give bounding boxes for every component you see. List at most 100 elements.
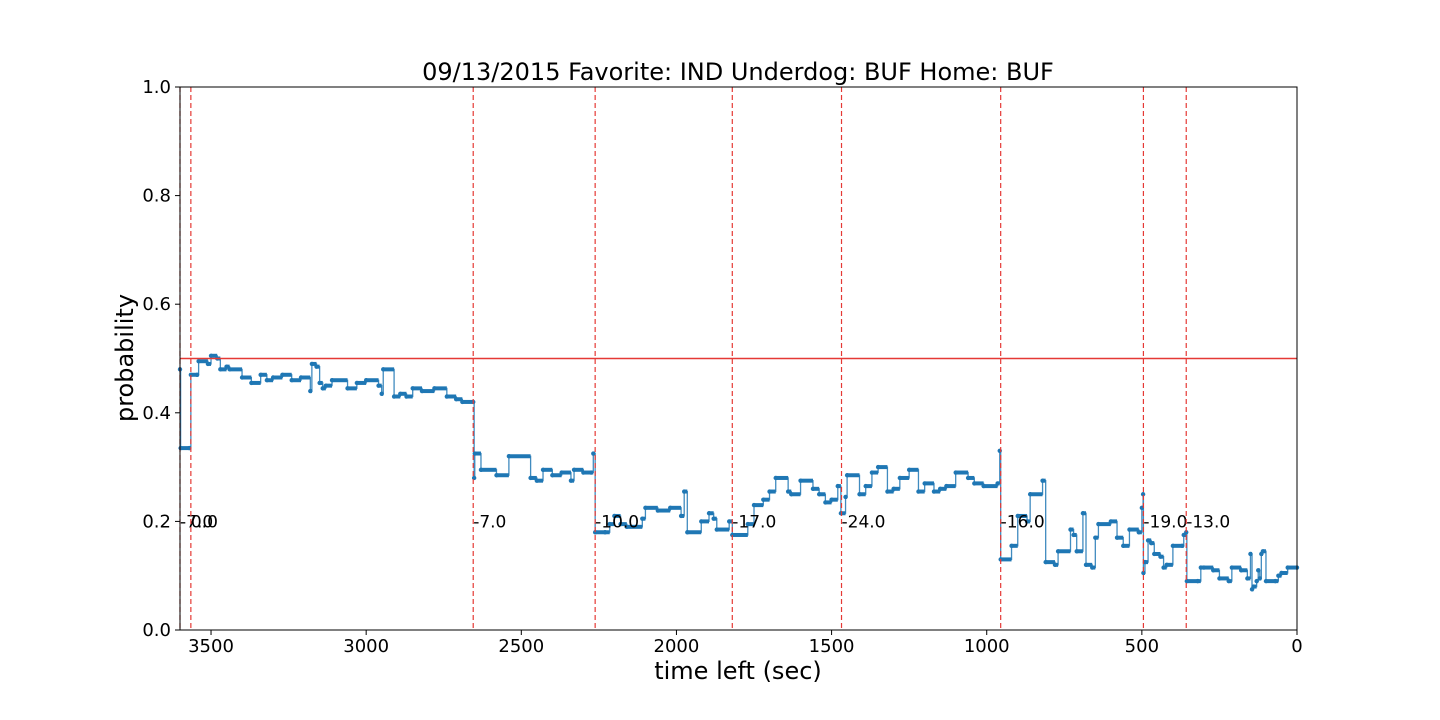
data-point — [1184, 578, 1190, 584]
data-point — [592, 530, 598, 535]
data-point — [995, 481, 1000, 486]
data-point — [581, 470, 586, 475]
data-point — [528, 475, 533, 481]
data-point — [612, 513, 617, 519]
data-point — [685, 530, 690, 535]
data-point — [773, 475, 778, 481]
data-point — [1158, 554, 1163, 559]
data-point — [711, 516, 716, 521]
data-point — [618, 521, 623, 527]
data-point — [1263, 578, 1269, 584]
data-point — [944, 483, 949, 489]
data-point — [997, 448, 1002, 454]
data-point — [1121, 543, 1126, 549]
data-point — [602, 530, 608, 535]
data-point — [798, 478, 803, 483]
data-point — [897, 475, 903, 481]
data-point — [270, 375, 276, 380]
data-point — [1071, 532, 1076, 538]
data-point — [1052, 562, 1058, 568]
data-point — [280, 372, 285, 377]
series-0 — [177, 353, 1300, 592]
data-point — [1145, 538, 1151, 543]
data-point — [1148, 540, 1154, 546]
data-point — [571, 467, 577, 473]
data-point — [678, 513, 684, 519]
data-point — [381, 367, 386, 372]
data-point — [931, 489, 937, 494]
data-point — [178, 445, 183, 451]
data-point — [682, 489, 687, 494]
data-point — [1211, 568, 1216, 573]
data-point — [965, 475, 971, 481]
data-point — [922, 481, 927, 486]
data-point — [534, 478, 540, 483]
data-point — [404, 394, 409, 399]
data-point — [1114, 535, 1120, 540]
data-point — [1083, 562, 1089, 568]
data-point — [1254, 578, 1259, 584]
data-point — [1009, 543, 1014, 549]
data-point — [1015, 513, 1020, 519]
data-point — [317, 380, 322, 386]
data-point — [1140, 492, 1146, 497]
x-tick-label: 3000 — [343, 636, 389, 657]
data-point — [843, 494, 848, 500]
x-tick-label: 1000 — [964, 636, 1010, 657]
y-tick-label: 1.0 — [142, 77, 171, 98]
data-point — [1108, 519, 1114, 524]
data-point — [1217, 576, 1222, 581]
data-point — [1080, 511, 1086, 516]
data-point — [289, 378, 294, 383]
y-tick-label: 0.0 — [142, 620, 171, 641]
data-point — [668, 505, 673, 511]
data-point — [829, 497, 834, 502]
data-point — [298, 375, 304, 380]
data-point — [1201, 565, 1207, 570]
data-point — [205, 361, 211, 367]
data-point — [1170, 543, 1176, 549]
data-point — [1276, 573, 1281, 578]
data-point — [188, 372, 194, 377]
data-point — [363, 378, 369, 383]
data-point — [745, 521, 751, 527]
data-point — [643, 505, 648, 511]
data-point — [785, 489, 791, 494]
data-point — [885, 489, 890, 494]
data-point — [478, 467, 484, 473]
data-point — [329, 378, 335, 383]
chart-title: 09/13/2015 Favorite: IND Underdog: BUF H… — [422, 58, 1054, 86]
data-point — [432, 386, 437, 391]
data-point — [789, 492, 794, 497]
data-point — [699, 519, 704, 524]
data-point — [1198, 565, 1204, 570]
data-point — [869, 470, 875, 475]
score-event-label: -7.0 — [473, 512, 506, 532]
data-point — [835, 483, 840, 489]
data-point — [1136, 530, 1141, 535]
data-point — [730, 532, 735, 538]
data-point — [540, 467, 546, 473]
data-point — [568, 478, 574, 483]
data-point — [494, 473, 499, 478]
data-point — [320, 386, 325, 391]
data-point — [1141, 570, 1146, 576]
data-point — [471, 475, 477, 481]
data-point — [314, 364, 319, 369]
score-event-label: -19.0 — [1143, 512, 1187, 532]
data-point — [640, 516, 645, 521]
data-point — [1195, 578, 1200, 584]
data-point — [559, 470, 564, 475]
score-event-label: -7.0 — [180, 512, 213, 532]
data-point — [751, 502, 757, 508]
data-point — [1043, 559, 1048, 565]
data-point — [354, 380, 360, 386]
data-point — [863, 483, 868, 489]
data-point — [550, 473, 555, 478]
data-point — [816, 492, 822, 497]
data-point — [398, 391, 403, 396]
data-point — [1093, 535, 1098, 540]
data-point — [1164, 562, 1169, 568]
data-point — [706, 511, 712, 516]
